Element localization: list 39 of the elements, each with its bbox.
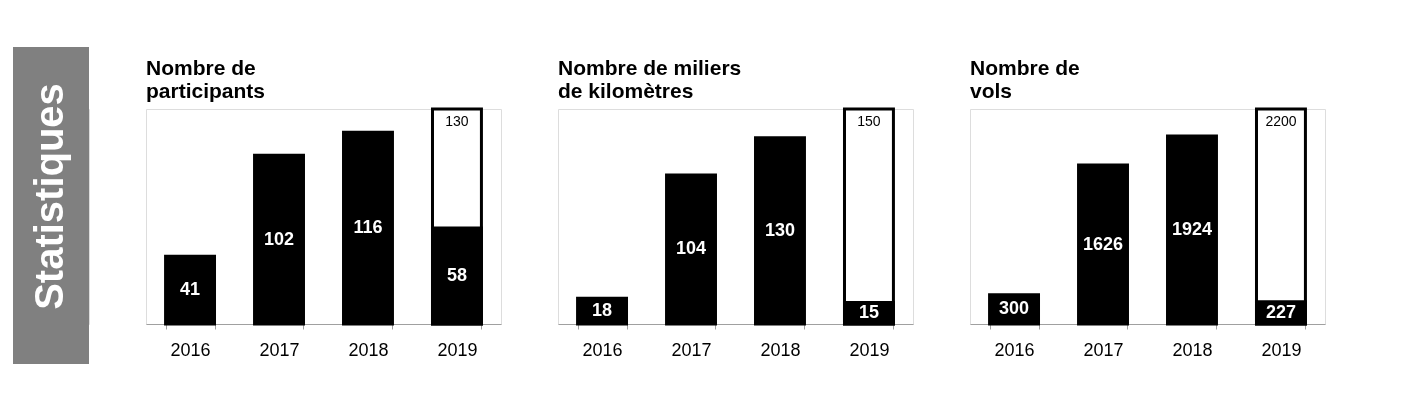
bar bbox=[665, 173, 717, 326]
bar bbox=[253, 153, 305, 326]
data-label: 116 bbox=[353, 217, 383, 238]
x-tick-label: 2017 bbox=[259, 339, 300, 360]
bar bbox=[1077, 163, 1129, 326]
data-label: 102 bbox=[263, 228, 295, 249]
data-label: 130 bbox=[764, 219, 796, 240]
x-tick-label: 2018 bbox=[348, 339, 389, 360]
data-label: 41 bbox=[180, 279, 201, 300]
data-label: 227 bbox=[1265, 301, 1296, 322]
data-label: 300 bbox=[999, 298, 1030, 319]
data-label: 1626 bbox=[1082, 233, 1124, 254]
bar bbox=[342, 130, 394, 326]
bar bbox=[576, 296, 629, 326]
data-label: 58 bbox=[446, 265, 467, 286]
text: Statistiques bbox=[27, 83, 71, 310]
data-label: 18 bbox=[592, 300, 613, 321]
bar bbox=[164, 254, 217, 326]
data-label: 104 bbox=[675, 238, 707, 259]
chart-title: Nombre de participants bbox=[146, 55, 266, 102]
x-tick-label: 2016 bbox=[582, 339, 623, 360]
bar bbox=[1166, 134, 1218, 326]
x-tick-label: 2016 bbox=[170, 339, 211, 360]
x-tick-label: 2017 bbox=[1083, 339, 1124, 360]
x-tick-label: 2018 bbox=[1172, 339, 1213, 360]
data-label: 1924 bbox=[1171, 218, 1213, 239]
x-tick-label: 2017 bbox=[671, 339, 712, 360]
x-tick-label: 2019 bbox=[1261, 339, 1302, 360]
data-label: 15 bbox=[858, 302, 879, 323]
x-tick-label: 2016 bbox=[994, 339, 1035, 360]
x-tick-label: 2019 bbox=[849, 339, 890, 360]
chart-title: Nombre de vols bbox=[970, 55, 1080, 102]
x-tick-label: 2019 bbox=[437, 339, 478, 360]
data-label: 150 bbox=[857, 113, 881, 129]
data-label: 130 bbox=[445, 113, 469, 129]
x-tick-label: 2018 bbox=[760, 339, 801, 360]
chart-title: Nombre de miliers de kilomètres bbox=[558, 55, 742, 102]
bar bbox=[754, 136, 806, 326]
data-label: 2200 bbox=[1265, 113, 1297, 129]
